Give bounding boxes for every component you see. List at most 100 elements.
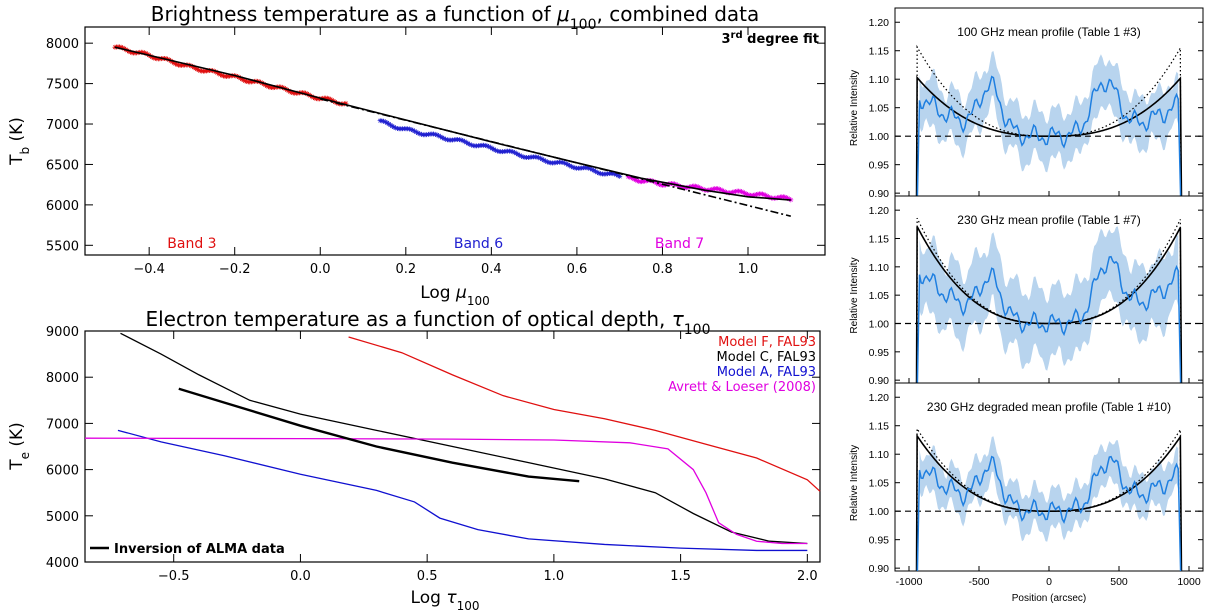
y-tick-label: 1.10 — [869, 74, 890, 86]
data-point — [189, 63, 195, 69]
y-tick-label: 1.00 — [869, 319, 890, 331]
data-point — [517, 152, 523, 158]
y-tick-label: 1.10 — [869, 262, 890, 274]
y-tick-label: 7500 — [46, 78, 79, 93]
data-point — [193, 65, 199, 71]
x-tick-label: 0.0 — [290, 569, 311, 584]
data-point — [783, 195, 789, 201]
data-point — [436, 133, 442, 139]
data-point — [287, 89, 293, 95]
y-tick-label: 8000 — [46, 371, 79, 386]
data-point — [631, 176, 637, 182]
data-point — [489, 145, 495, 151]
y-tick-label: 1.20 — [869, 205, 890, 217]
data-point — [764, 193, 770, 199]
y-tick-label: 1.05 — [869, 290, 890, 302]
legend-entry: Model A, FAL93 — [717, 365, 816, 380]
data-point — [610, 171, 616, 177]
data-point — [194, 66, 200, 72]
data-point — [677, 184, 683, 190]
y-tick-label: 5500 — [46, 239, 79, 254]
data-point — [389, 123, 395, 129]
data-point — [587, 166, 593, 172]
data-point — [698, 186, 704, 192]
profile-y-axis-label: Relative Intensity — [849, 257, 860, 333]
data-point — [118, 44, 124, 50]
profile-title: 230 GHz mean profile (Table 1 #7) — [957, 213, 1140, 227]
y-tick-label: 0.95 — [869, 535, 890, 547]
data-point — [695, 184, 701, 190]
data-point — [172, 61, 178, 67]
data-point — [591, 167, 597, 173]
data-point — [709, 186, 715, 192]
chart1-y-axis-label: Tb (K) — [7, 117, 32, 166]
data-point — [382, 119, 388, 125]
series-model-a-fal93 — [117, 429, 808, 552]
data-point — [149, 54, 155, 60]
data-point — [716, 186, 722, 192]
profile-y-axis-label: Relative Intensity — [849, 70, 860, 146]
data-point — [217, 72, 223, 78]
data-point — [465, 140, 471, 146]
data-point — [657, 182, 663, 188]
band-label: Band 7 — [655, 236, 704, 252]
data-point — [467, 141, 473, 147]
data-point — [468, 142, 474, 148]
data-point — [238, 75, 244, 81]
x-tick-label: 0.8 — [652, 262, 673, 277]
data-point — [752, 192, 758, 198]
data-point — [312, 95, 318, 101]
y-tick-label: 8000 — [46, 37, 79, 52]
chart1-x-axis-label: Log μ100 — [420, 283, 490, 308]
data-point — [536, 155, 542, 161]
data-point — [786, 196, 792, 202]
data-point — [534, 154, 540, 160]
linear-fit-line — [320, 98, 791, 217]
data-point — [718, 187, 724, 193]
data-point — [191, 64, 197, 70]
band-label: Band 6 — [454, 236, 503, 252]
data-point — [301, 90, 307, 96]
profile-title: 230 GHz degraded mean profile (Table 1 #… — [927, 400, 1171, 414]
chart2-x-axis-label: Log τ100 — [411, 588, 480, 613]
chart2-title: Electron temperature as a function of op… — [145, 307, 710, 338]
x-tick-label: −0.2 — [219, 262, 251, 277]
data-point — [324, 95, 330, 101]
profile-230ghz-degraded-chart: 230 GHz degraded mean profile (Table 1 #… — [849, 382, 1204, 604]
data-point — [730, 189, 736, 195]
y-tick-label: 6500 — [46, 158, 79, 173]
data-point — [737, 188, 743, 194]
data-point — [437, 134, 443, 140]
data-point — [593, 168, 599, 174]
data-point — [410, 127, 416, 133]
data-point — [740, 189, 746, 195]
model-dotted-curve — [916, 44, 1182, 197]
series-band-3 — [112, 44, 349, 107]
data-point — [415, 130, 421, 136]
x-tick-label: -500 — [968, 576, 989, 588]
data-point — [384, 120, 390, 126]
data-point — [408, 127, 414, 133]
data-point — [393, 125, 399, 131]
series-avrett-loeser-2008 — [84, 437, 808, 545]
uncertainty-band — [919, 436, 1179, 542]
y-tick-label: 6000 — [46, 464, 79, 479]
data-point — [508, 148, 514, 154]
data-point — [343, 100, 349, 106]
series-model-c-fal93 — [120, 332, 808, 545]
data-point — [515, 151, 521, 157]
profile-230ghz-chart: 230 GHz mean profile (Table 1 #7) Relativ… — [849, 195, 1204, 387]
data-point — [197, 68, 203, 74]
x-tick-label: 0.2 — [395, 262, 416, 277]
x-tick-label: 0.0 — [310, 262, 331, 277]
series-band-6 — [377, 118, 623, 179]
chart1-title: Brightness temperature as a function of … — [151, 2, 760, 33]
data-point — [386, 121, 392, 127]
data-point — [615, 172, 621, 178]
x-tick-label: 1.5 — [670, 569, 691, 584]
legend-entry: Model F, FAL93 — [718, 335, 816, 350]
x-tick-label: 1.0 — [544, 569, 565, 584]
data-point — [537, 155, 543, 161]
y-tick-label: 7000 — [46, 417, 79, 432]
data-point — [327, 96, 333, 102]
